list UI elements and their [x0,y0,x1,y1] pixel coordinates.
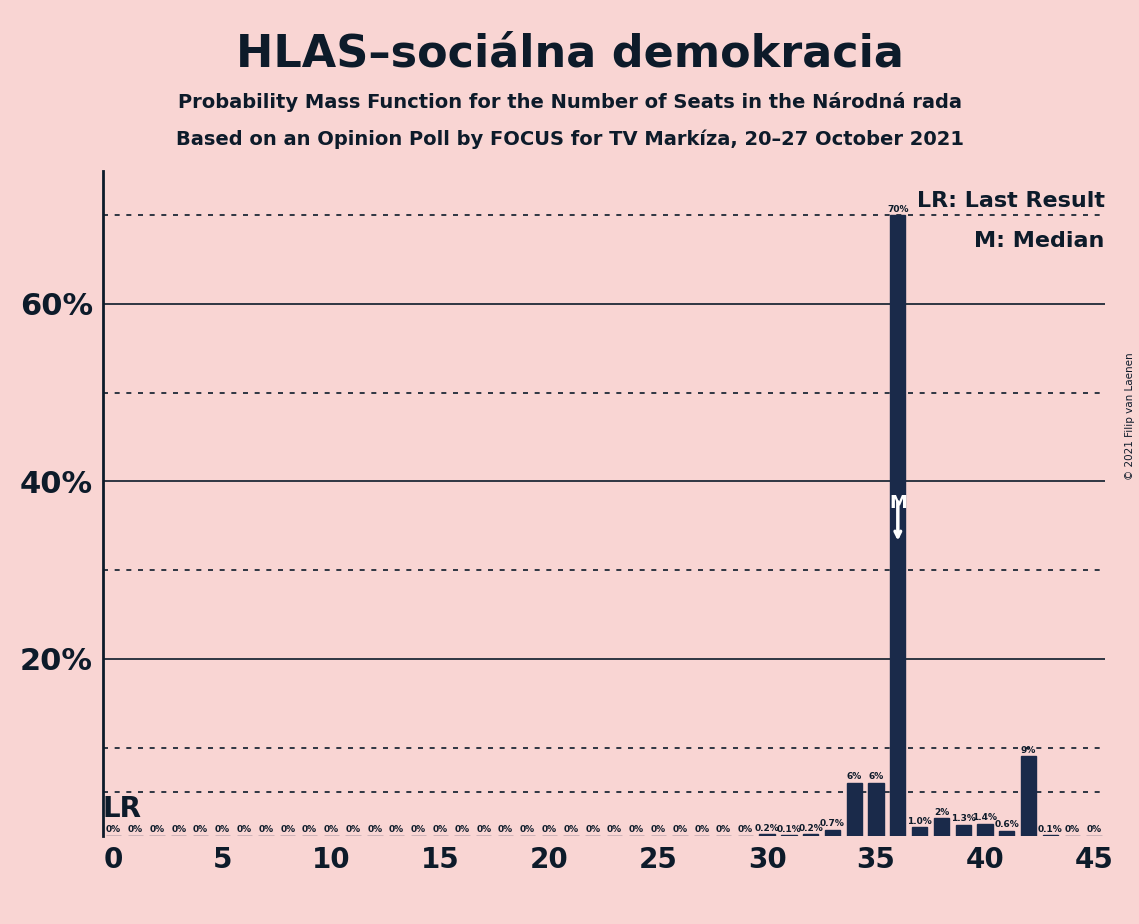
Text: 0.7%: 0.7% [820,820,845,828]
Text: 1.0%: 1.0% [908,817,932,825]
Bar [1021,757,1036,836]
Text: Based on an Opinion Poll by FOCUS for TV Markíza, 20–27 October 2021: Based on an Opinion Poll by FOCUS for TV… [175,129,964,149]
Text: 0.6%: 0.6% [994,821,1019,829]
Text: 0%: 0% [128,825,142,834]
Text: 0%: 0% [454,825,469,834]
Text: 0%: 0% [215,825,230,834]
Text: 0%: 0% [564,825,579,834]
Text: 0%: 0% [106,825,121,834]
Bar [891,215,906,836]
Text: 0%: 0% [650,825,665,834]
Text: LR: LR [103,795,141,822]
Bar [956,825,970,836]
Text: 6%: 6% [846,772,862,781]
Text: 0%: 0% [411,825,426,834]
Text: 0%: 0% [302,825,317,834]
Text: 2%: 2% [934,808,949,817]
Text: 0%: 0% [542,825,557,834]
Text: 0%: 0% [280,825,295,834]
Text: 0%: 0% [171,825,187,834]
Text: 0.1%: 0.1% [1038,824,1063,833]
Bar [934,819,949,836]
Text: 0.2%: 0.2% [755,823,779,833]
Text: 1.3%: 1.3% [951,814,976,823]
Text: 0%: 0% [237,825,252,834]
Text: HLAS–sociálna demokracia: HLAS–sociálna demokracia [236,32,903,76]
Text: 0%: 0% [345,825,361,834]
Text: 0%: 0% [367,825,383,834]
Text: M: M [888,494,907,513]
Text: 0%: 0% [738,825,753,834]
Text: 0%: 0% [1065,825,1080,834]
Text: 0%: 0% [519,825,535,834]
Text: 0%: 0% [498,825,514,834]
Bar [912,827,927,836]
Text: 0.2%: 0.2% [798,823,823,833]
Text: LR: Last Result: LR: Last Result [917,191,1105,211]
Text: 0.1%: 0.1% [777,824,801,833]
Text: 0%: 0% [323,825,339,834]
Text: 0%: 0% [476,825,491,834]
Text: 0%: 0% [149,825,164,834]
Text: 70%: 70% [887,204,909,213]
Bar [999,831,1015,836]
Text: 0%: 0% [607,825,622,834]
Bar [825,830,841,836]
Text: 1.4%: 1.4% [973,813,998,822]
Text: Probability Mass Function for the Number of Seats in the Národná rada: Probability Mass Function for the Number… [178,92,961,113]
Text: M: Median: M: Median [975,231,1105,250]
Bar [868,783,884,836]
Bar [803,834,818,836]
Text: 6%: 6% [868,772,884,781]
Text: 0%: 0% [390,825,404,834]
Text: 0%: 0% [629,825,644,834]
Bar [977,824,992,836]
Text: 0%: 0% [192,825,208,834]
Text: 0%: 0% [433,825,448,834]
Text: 0%: 0% [694,825,710,834]
Text: © 2021 Filip van Laenen: © 2021 Filip van Laenen [1125,352,1134,480]
Text: 0%: 0% [585,825,600,834]
Text: 9%: 9% [1021,746,1036,755]
Bar [846,783,862,836]
Text: 0%: 0% [672,825,688,834]
Bar [760,834,775,836]
Text: 0%: 0% [1087,825,1101,834]
Text: 0%: 0% [259,825,273,834]
Text: 0%: 0% [716,825,731,834]
